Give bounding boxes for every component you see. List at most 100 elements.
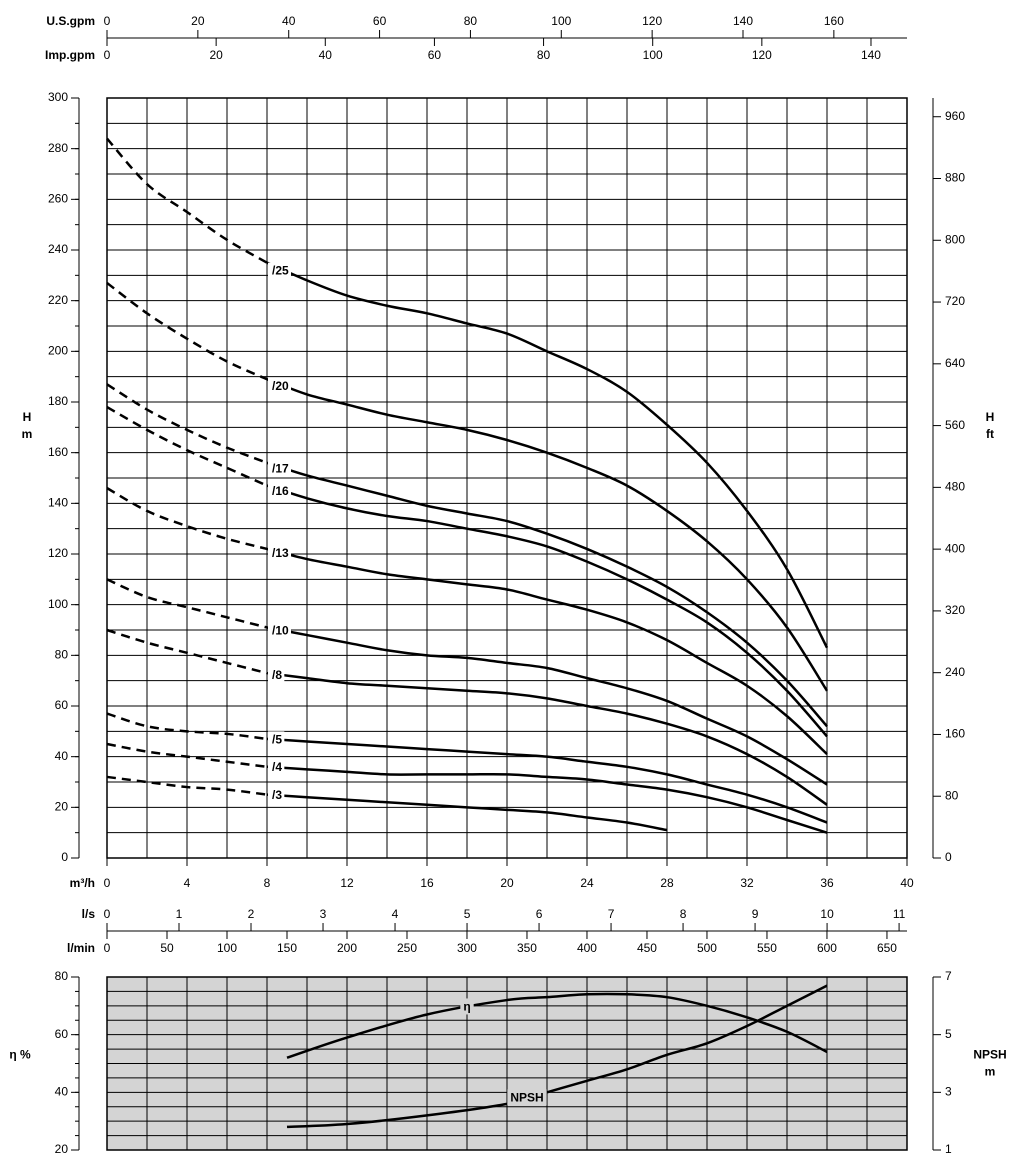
x-tick-label: 40 — [900, 876, 914, 890]
flow-tick-label: 10 — [820, 907, 834, 921]
curve — [266, 378, 829, 692]
x-tick-label: 4 — [184, 876, 191, 890]
curve — [266, 737, 828, 824]
curve-dashed — [106, 775, 268, 796]
curve-label: /20 — [272, 379, 289, 393]
y-tick-label: 260 — [48, 192, 68, 206]
y-tick-label: 140 — [48, 496, 68, 510]
flow-tick-label: 450 — [637, 941, 657, 955]
curve-dashed — [106, 712, 268, 741]
y-tick-label: 40 — [55, 749, 69, 763]
y2-axis-label: m — [985, 1065, 996, 1079]
curve-dashed — [106, 628, 268, 675]
curve-dashed — [106, 578, 268, 629]
flow-tick-label: 20 — [209, 48, 223, 62]
y2-tick-label: 560 — [945, 418, 965, 432]
y-tick-label: 60 — [55, 698, 69, 712]
curve-label: /8 — [272, 668, 282, 682]
y-tick-label: 60 — [55, 1027, 69, 1041]
flow-tick-label: 140 — [861, 48, 881, 62]
y-axis-label: H — [23, 410, 32, 424]
y-tick-label: 80 — [55, 969, 69, 983]
plot-border — [106, 976, 908, 1151]
flow-tick-label: 400 — [577, 941, 597, 955]
curve-dashed — [106, 281, 268, 381]
flow-tick-label: 550 — [757, 941, 777, 955]
curve-dashed — [106, 405, 268, 487]
x-tick-label: 8 — [264, 876, 271, 890]
curve-label: /17 — [272, 461, 289, 475]
y-tick-label: 180 — [48, 394, 68, 408]
y-tick-label: 280 — [48, 141, 68, 155]
flow-tick-label: 2 — [248, 907, 255, 921]
y-axis-label: η % — [9, 1048, 31, 1062]
y-tick-label: 300 — [48, 90, 68, 104]
x-tick-label: 20 — [500, 876, 514, 890]
y2-tick-label: 960 — [945, 109, 965, 123]
flow-tick-label: 60 — [428, 48, 442, 62]
curve-label-bg — [268, 377, 292, 394]
y-tick-label: 120 — [48, 546, 68, 560]
flow-tick-label: 80 — [464, 14, 478, 28]
curve-label-bg — [268, 666, 285, 683]
y-axis-label: m — [22, 427, 33, 441]
curve-label-bg — [268, 545, 292, 562]
flow-tick-label: 4 — [392, 907, 399, 921]
flow-tick-label: 100 — [551, 14, 571, 28]
flow-tick-label: 60 — [373, 14, 387, 28]
flow-tick-label: 20 — [191, 14, 205, 28]
y2-tick-label: 3 — [945, 1085, 952, 1099]
y-tick-label: 220 — [48, 293, 68, 307]
curve-label: /4 — [272, 760, 282, 774]
flow-tick-label: 120 — [752, 48, 772, 62]
flow-tick-label: 120 — [642, 14, 662, 28]
curve-label-bg — [268, 622, 292, 639]
curve-label-bg — [268, 787, 285, 804]
curve-dashed — [106, 137, 268, 264]
flow-tick-label: 0 — [104, 941, 111, 955]
y-tick-label: 40 — [55, 1085, 69, 1099]
x-axis-label: m³/h — [70, 876, 95, 890]
curve-dashed — [106, 383, 268, 464]
flow-axis-label: Imp.gpm — [45, 48, 95, 62]
y2-tick-label: 0 — [945, 850, 952, 864]
flow-tick-label: 100 — [217, 941, 237, 955]
flow-tick-label: 650 — [877, 941, 897, 955]
curve-label-bg — [268, 483, 292, 500]
flow-tick-label: 200 — [337, 941, 357, 955]
y-tick-label: 20 — [55, 1142, 69, 1156]
y2-axis-label: NPSH — [973, 1048, 1006, 1062]
y2-tick-label: 320 — [945, 603, 965, 617]
x-tick-label: 24 — [580, 876, 594, 890]
y2-tick-label: 880 — [945, 171, 965, 185]
curve — [266, 261, 829, 649]
flow-tick-label: 11 — [893, 907, 906, 921]
x-tick-label: 28 — [660, 876, 674, 890]
y2-axis-label: H — [986, 410, 995, 424]
flow-tick-label: 160 — [824, 14, 844, 28]
y-tick-label: 200 — [48, 344, 68, 358]
y2-tick-label: 7 — [945, 969, 952, 983]
curve-label: /10 — [272, 623, 289, 637]
flow-tick-label: 140 — [733, 14, 753, 28]
x-tick-label: 36 — [820, 876, 834, 890]
curve-label: η — [463, 999, 470, 1013]
flow-tick-label: 500 — [697, 941, 717, 955]
curve-label-bg — [268, 759, 285, 776]
flow-tick-label: 0 — [104, 14, 111, 28]
y2-tick-label: 800 — [945, 232, 965, 246]
flow-tick-label: 600 — [817, 941, 837, 955]
flow-tick-label: 100 — [643, 48, 663, 62]
curve-label: /16 — [272, 484, 289, 498]
y2-tick-label: 80 — [945, 788, 959, 802]
curve-dashed — [106, 742, 268, 769]
flow-tick-label: 1 — [176, 907, 183, 921]
flow-tick-label: 40 — [282, 14, 296, 28]
y-tick-label: 80 — [55, 648, 69, 662]
y-tick-label: 20 — [55, 800, 69, 814]
curve — [266, 484, 828, 738]
flow-tick-label: 7 — [608, 907, 615, 921]
y-tick-label: 0 — [61, 850, 68, 864]
curve — [266, 547, 828, 756]
